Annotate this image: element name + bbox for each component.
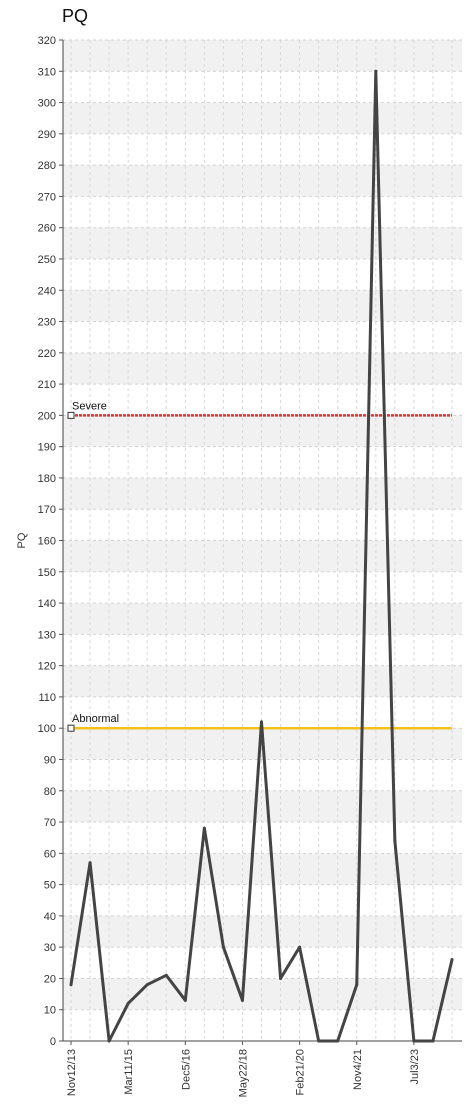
background-band <box>63 666 462 697</box>
y-tick-label: 130 <box>38 629 56 641</box>
background-band <box>63 978 462 1009</box>
data-point <box>336 1040 339 1043</box>
background-band <box>63 415 462 446</box>
y-tick-label: 280 <box>38 160 56 172</box>
y-tick-label: 100 <box>38 723 56 735</box>
background-band <box>63 853 462 884</box>
severe-threshold-marker <box>68 412 74 418</box>
background-band <box>63 290 462 321</box>
y-tick-label: 320 <box>38 35 56 47</box>
y-tick-label: 30 <box>44 942 56 954</box>
x-tick-label: Nov12/13 <box>66 1049 78 1096</box>
abnormal-threshold-label: Abnormal <box>72 713 119 725</box>
y-tick-label: 20 <box>44 973 56 985</box>
data-point <box>393 839 396 842</box>
data-point <box>222 946 225 949</box>
background-band <box>63 40 462 71</box>
background-band <box>63 541 462 572</box>
data-point <box>279 977 282 980</box>
data-point <box>374 70 377 73</box>
background-band <box>63 165 462 196</box>
y-axis-label: PQ <box>16 532 28 548</box>
x-tick-label: Mar11/15 <box>123 1049 135 1095</box>
y-tick-label: 230 <box>38 317 56 329</box>
data-point <box>203 827 206 830</box>
y-tick-label: 40 <box>44 911 56 923</box>
data-point <box>355 983 358 986</box>
x-tick-label: Dec5/16 <box>180 1049 192 1090</box>
data-point <box>241 999 244 1002</box>
background-band <box>63 603 462 634</box>
y-tick-label: 0 <box>50 1036 56 1048</box>
data-point <box>317 1040 320 1043</box>
y-tick-label: 10 <box>44 1005 56 1017</box>
y-tick-labels: 0 10 20 30 40 50 60 70 80 90 100 110 120 130 140 150 160… <box>38 35 56 1048</box>
data-point <box>412 1040 415 1043</box>
background-band <box>63 228 462 259</box>
data-point <box>89 861 92 864</box>
y-tick-label: 80 <box>44 786 56 798</box>
background-band <box>63 103 462 134</box>
y-tick-label: 150 <box>38 567 56 579</box>
x-tick-label: Feb21/20 <box>295 1049 307 1095</box>
x-tick-label: Jul3/23 <box>409 1049 421 1084</box>
abnormal-threshold-marker <box>68 725 74 731</box>
background-band <box>63 791 462 822</box>
data-point <box>431 1040 434 1043</box>
y-tick-label: 60 <box>44 848 56 860</box>
data-point <box>70 983 73 986</box>
y-tick-label: 300 <box>38 98 56 110</box>
y-tick-label: 160 <box>38 536 56 548</box>
x-tick-label: May22/18 <box>237 1049 249 1097</box>
data-point <box>108 1040 111 1043</box>
data-point <box>298 946 301 949</box>
x-tick-labels: Nov12/13 Mar11/15 Dec5/16 May22/18 Feb21/20 N… <box>66 1049 421 1097</box>
y-tick-label: 260 <box>38 223 56 235</box>
y-tick-label: 190 <box>38 442 56 454</box>
y-tick-label: 140 <box>38 598 56 610</box>
y-tick-label: 290 <box>38 129 56 141</box>
y-tick-label: 250 <box>38 254 56 266</box>
y-tick-label: 310 <box>38 66 56 78</box>
y-tick-label: 200 <box>38 410 56 422</box>
data-point <box>165 974 168 977</box>
background-bands <box>63 40 462 1010</box>
y-tick-label: 180 <box>38 473 56 485</box>
data-point <box>146 983 149 986</box>
background-band <box>63 353 462 384</box>
y-tick-label: 90 <box>44 754 56 766</box>
y-tick-label: 210 <box>38 379 56 391</box>
data-point <box>451 958 454 961</box>
y-tick-label: 50 <box>44 880 56 892</box>
data-point <box>184 999 187 1002</box>
y-tick-label: 110 <box>38 692 56 704</box>
y-tick-label: 70 <box>44 817 56 829</box>
x-tick-label: Nov4/21 <box>352 1049 364 1090</box>
y-tick-label: 220 <box>38 348 56 360</box>
data-point <box>127 1002 130 1005</box>
y-tick-label: 270 <box>38 191 56 203</box>
background-band <box>63 478 462 509</box>
y-tick-label: 240 <box>38 285 56 297</box>
severe-threshold-label: Severe <box>72 400 107 412</box>
y-tick-label: 120 <box>38 661 56 673</box>
data-point <box>260 720 263 723</box>
y-tick-label: 170 <box>38 504 56 516</box>
